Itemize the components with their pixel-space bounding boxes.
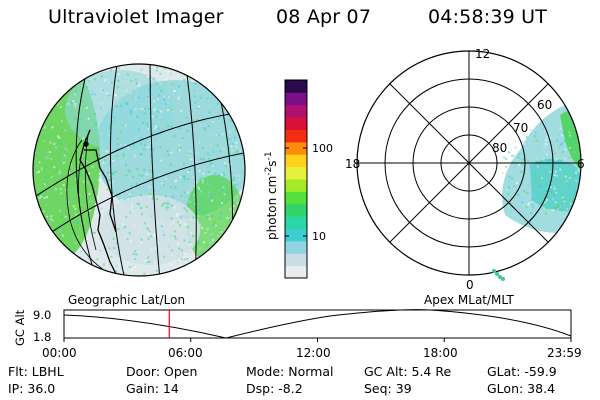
colorbar-segment [285, 166, 307, 180]
colorbar-segment [285, 129, 307, 143]
colorbar-segment [285, 80, 307, 93]
flt-info: Flt: LBHL [8, 364, 64, 379]
colorbar: 100 10 photon cm-2s-1 [264, 79, 333, 279]
altitude-plot: GC Alt 9.0 1.8 00:00 06:00 12:00 18:00 2… [13, 308, 582, 360]
date-label: 08 Apr 07 [276, 6, 372, 28]
dsp-info: Dsp: -8.2 [246, 381, 303, 396]
lat-label-60: 60 [537, 98, 552, 112]
ip-info: IP: 36.0 [8, 381, 56, 396]
mode-info: Mode: Normal [246, 364, 334, 379]
colorbar-segment [285, 154, 307, 168]
colorbar-segment [285, 179, 307, 192]
seq-info: Seq: 39 [364, 381, 412, 396]
gain-info: Gain: 14 [126, 381, 179, 396]
colorbar-segment [285, 141, 307, 155]
time-label: 04:58:39 UT [428, 6, 548, 28]
xtick-1200: 12:00 [296, 346, 331, 360]
colorbar-tick-10: 10 [312, 230, 326, 243]
lat-label-80: 80 [492, 141, 507, 155]
colorbar-segment [285, 228, 307, 242]
polar-plot: 60 70 80 12 18 6 0 [345, 47, 585, 292]
glon-info: GLon: 38.4 [487, 381, 556, 396]
xtick-0600: 06:00 [168, 346, 203, 360]
apex-label: Apex MLat/MLT [424, 293, 514, 307]
xtick-1800: 18:00 [423, 346, 458, 360]
gcalt-info: GC Alt: 5.4 Re [364, 364, 452, 379]
mlt-label-18: 18 [345, 157, 360, 171]
earth-image [32, 63, 246, 277]
colorbar-unit-label: photon cm-2s-1 [264, 151, 279, 240]
colorbar-segment [285, 104, 307, 118]
colorbar-segment [285, 265, 307, 279]
mlt-label-0: 0 [466, 278, 474, 292]
colorbar-segment [285, 191, 307, 205]
mlt-label-12: 12 [475, 47, 490, 61]
colorbar-segment [285, 216, 307, 229]
geographic-label: Geographic Lat/Lon [68, 293, 186, 307]
xtick-2359: 23:59 [547, 346, 582, 360]
instrument-title: Ultraviolet Imager [48, 6, 224, 28]
colorbar-segment [285, 253, 307, 267]
colorbar-tick-100: 100 [312, 142, 333, 155]
altitude-ytick-9: 9.0 [33, 308, 51, 322]
altitude-ylabel: GC Alt [13, 309, 27, 346]
altitude-ytick-1.8: 1.8 [33, 330, 51, 344]
glat-info: GLat: -59.9 [487, 364, 557, 379]
mlt-label-6: 6 [577, 157, 585, 171]
colorbar-segment [285, 203, 307, 217]
colorbar-segment [285, 117, 307, 130]
colorbar-segment [285, 240, 307, 254]
door-info: Door: Open [126, 364, 198, 379]
lat-label-70: 70 [513, 121, 528, 135]
xtick-0000: 00:00 [42, 346, 77, 360]
colorbar-segment [285, 92, 307, 106]
